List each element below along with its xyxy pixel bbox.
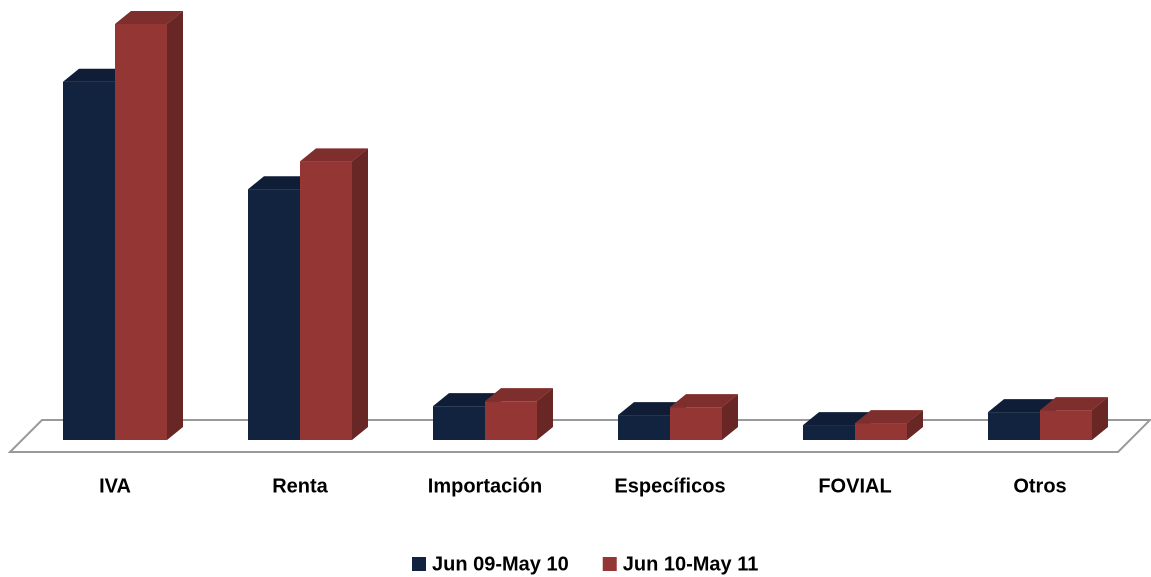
bar-side xyxy=(537,388,553,440)
bar-front xyxy=(670,407,722,440)
bar-top xyxy=(433,393,501,407)
bar-front xyxy=(248,189,300,440)
legend-label: Jun 09-May 10 xyxy=(432,553,569,575)
bar-front xyxy=(63,81,115,440)
x-tick-label: IVA xyxy=(99,475,131,497)
bar xyxy=(300,148,368,441)
bar-top xyxy=(803,412,871,426)
x-tick-label: Importación xyxy=(428,475,542,497)
bar-top xyxy=(485,388,553,402)
bar-top xyxy=(855,410,923,424)
bar-side xyxy=(722,394,738,440)
bar xyxy=(855,410,923,440)
bar-front xyxy=(485,401,537,440)
x-tick-label: FOVIAL xyxy=(818,475,891,497)
legend-label: Jun 10-May 11 xyxy=(623,553,759,575)
bar-front xyxy=(855,423,907,440)
bar-top xyxy=(670,394,738,408)
bar-side xyxy=(352,148,368,441)
bar xyxy=(115,10,183,440)
bar-front xyxy=(300,161,352,441)
bar-front xyxy=(1040,410,1092,440)
bar-top xyxy=(115,10,183,24)
bar-top xyxy=(300,148,368,162)
legend-swatch xyxy=(602,557,617,571)
bar-front xyxy=(115,23,167,440)
bar-side xyxy=(1092,397,1108,440)
x-tick-label: Otros xyxy=(1013,475,1066,497)
bar-top xyxy=(248,176,316,190)
legend-swatch xyxy=(412,557,426,571)
bar-front xyxy=(988,412,1040,440)
x-tick-label: Renta xyxy=(272,475,328,497)
bar-front xyxy=(433,406,485,440)
x-tick-label: Específicos xyxy=(614,475,725,497)
bar xyxy=(1040,397,1108,440)
bar-top xyxy=(618,402,686,416)
bar-side xyxy=(907,410,923,440)
bar-top xyxy=(988,399,1056,413)
bar-front xyxy=(618,415,670,440)
bar-front xyxy=(803,425,855,440)
bar-top xyxy=(1040,397,1108,411)
bar-side xyxy=(167,10,183,440)
bar-top xyxy=(63,68,131,82)
bar xyxy=(670,394,738,440)
bar xyxy=(485,388,553,440)
